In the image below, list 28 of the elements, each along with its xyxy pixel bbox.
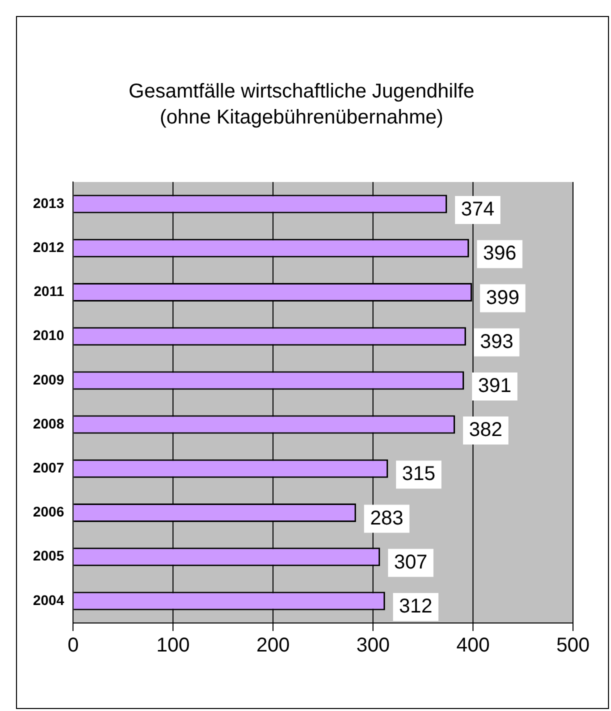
y-tick-label: 2004 (32, 592, 64, 608)
x-tick-label: 0 (68, 634, 79, 657)
x-tick-label: 400 (456, 634, 490, 657)
y-tick-label: 2012 (32, 239, 64, 256)
y-tick-label: 2006 (32, 504, 64, 520)
y-tick-label: 2008 (32, 415, 64, 432)
data-label: 391 (478, 374, 512, 397)
data-label: 312 (399, 595, 432, 618)
x-tick-label: 200 (256, 634, 290, 657)
chart-subtitle: (ohne Kitagebührenübernahme) (160, 106, 444, 129)
data-label: 382 (469, 419, 502, 442)
y-tick-label: 2009 (32, 371, 64, 388)
data-label: 374 (461, 198, 494, 221)
y-tick-label: 2005 (32, 548, 64, 564)
data-label: 315 (402, 463, 436, 486)
y-tick-label: 2011 (34, 283, 64, 300)
data-label: 396 (483, 242, 516, 265)
data-label: 393 (480, 330, 514, 353)
x-tick-label: 100 (156, 634, 190, 657)
data-label: 399 (486, 286, 520, 309)
y-tick-label: 2007 (32, 460, 64, 476)
chart-title: Gesamtfälle wirtschaftliche Jugendhilfe (128, 80, 474, 103)
data-label: 307 (394, 551, 428, 574)
y-tick-label: 2010 (32, 327, 64, 344)
x-tick-label: 500 (556, 634, 590, 657)
x-tick-label: 300 (356, 634, 390, 657)
data-label: 283 (370, 507, 404, 530)
y-tick-label: 2013 (32, 194, 64, 211)
